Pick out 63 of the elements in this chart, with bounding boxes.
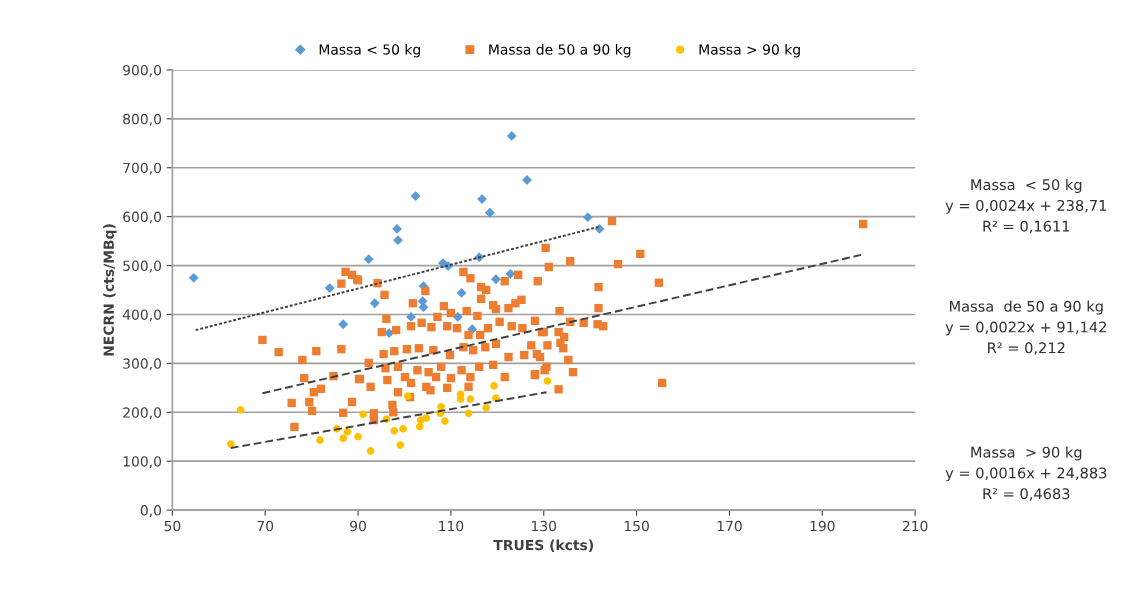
point — [482, 404, 491, 412]
point — [338, 319, 349, 330]
x-tick-label: 90 — [350, 520, 366, 532]
point — [505, 268, 516, 279]
x-tick-label: 110 — [439, 520, 464, 532]
point — [415, 422, 424, 431]
y-tick-label: 700,0 — [123, 162, 162, 175]
point — [464, 409, 473, 418]
point — [410, 191, 421, 202]
point — [366, 447, 375, 455]
point — [393, 235, 403, 246]
y-tick-label: 800,0 — [123, 113, 162, 126]
y-tick-label: 400,0 — [122, 309, 162, 322]
point — [406, 312, 416, 322]
point — [396, 441, 405, 449]
point — [491, 274, 501, 285]
point — [456, 395, 465, 403]
text: Massa de 50 a 90 kg y = 0,0022x + 91,142 R² = 0,212 — [945, 300, 1106, 355]
point — [456, 288, 467, 298]
point — [466, 395, 475, 403]
point — [399, 425, 407, 433]
x-tick-label: 50 — [164, 520, 181, 532]
x-tick-label: 70 — [257, 520, 274, 532]
point — [227, 440, 235, 448]
legend-label: Massa < 50 kg — [319, 43, 420, 58]
text: Massa < 50 kg y = 0,0024x + 238,71 R² = 0,1611 — [945, 178, 1107, 234]
x-tick-label: 190 — [810, 520, 835, 532]
point — [484, 207, 495, 218]
point — [506, 131, 517, 141]
point — [390, 427, 399, 435]
x-tick-label: 170 — [717, 520, 742, 532]
point — [236, 406, 245, 414]
legend-label: Massa de 50 a 90 kg — [489, 43, 631, 58]
y-axis-title: NECRN (cts/MBq) — [103, 224, 117, 356]
point — [343, 428, 352, 436]
point — [339, 434, 348, 443]
point — [437, 403, 445, 411]
x-tick-label: 210 — [902, 520, 928, 532]
text: Massa > 90 kg y = 0,0016x + 24,883 R² = 0,4683 — [945, 446, 1107, 501]
point — [363, 254, 374, 265]
y-tick-label: 300,0 — [123, 358, 162, 371]
x-axis-title: TRUES (kcts) — [493, 539, 593, 552]
point — [359, 410, 367, 419]
point — [582, 212, 593, 223]
point — [316, 436, 324, 444]
point — [392, 223, 402, 234]
y-tick-label: 100,0 — [123, 456, 162, 469]
point — [441, 417, 449, 425]
x-tick-label: 150 — [624, 520, 649, 532]
y-tick-label: 0,0 — [140, 505, 162, 517]
point — [422, 414, 431, 422]
point — [324, 283, 335, 293]
y-tick-label: 600,0 — [123, 211, 162, 224]
point — [490, 382, 498, 390]
y-tick-label: 200,0 — [123, 407, 162, 420]
point — [188, 272, 199, 283]
point — [354, 432, 362, 441]
y-tick-label: 500,0 — [123, 260, 162, 273]
x-tick-label: 130 — [532, 520, 557, 532]
y-tick-label: 900,0 — [123, 64, 162, 77]
legend-label: Massa > 90 kg — [699, 43, 800, 58]
point — [369, 298, 380, 309]
point — [543, 377, 552, 385]
